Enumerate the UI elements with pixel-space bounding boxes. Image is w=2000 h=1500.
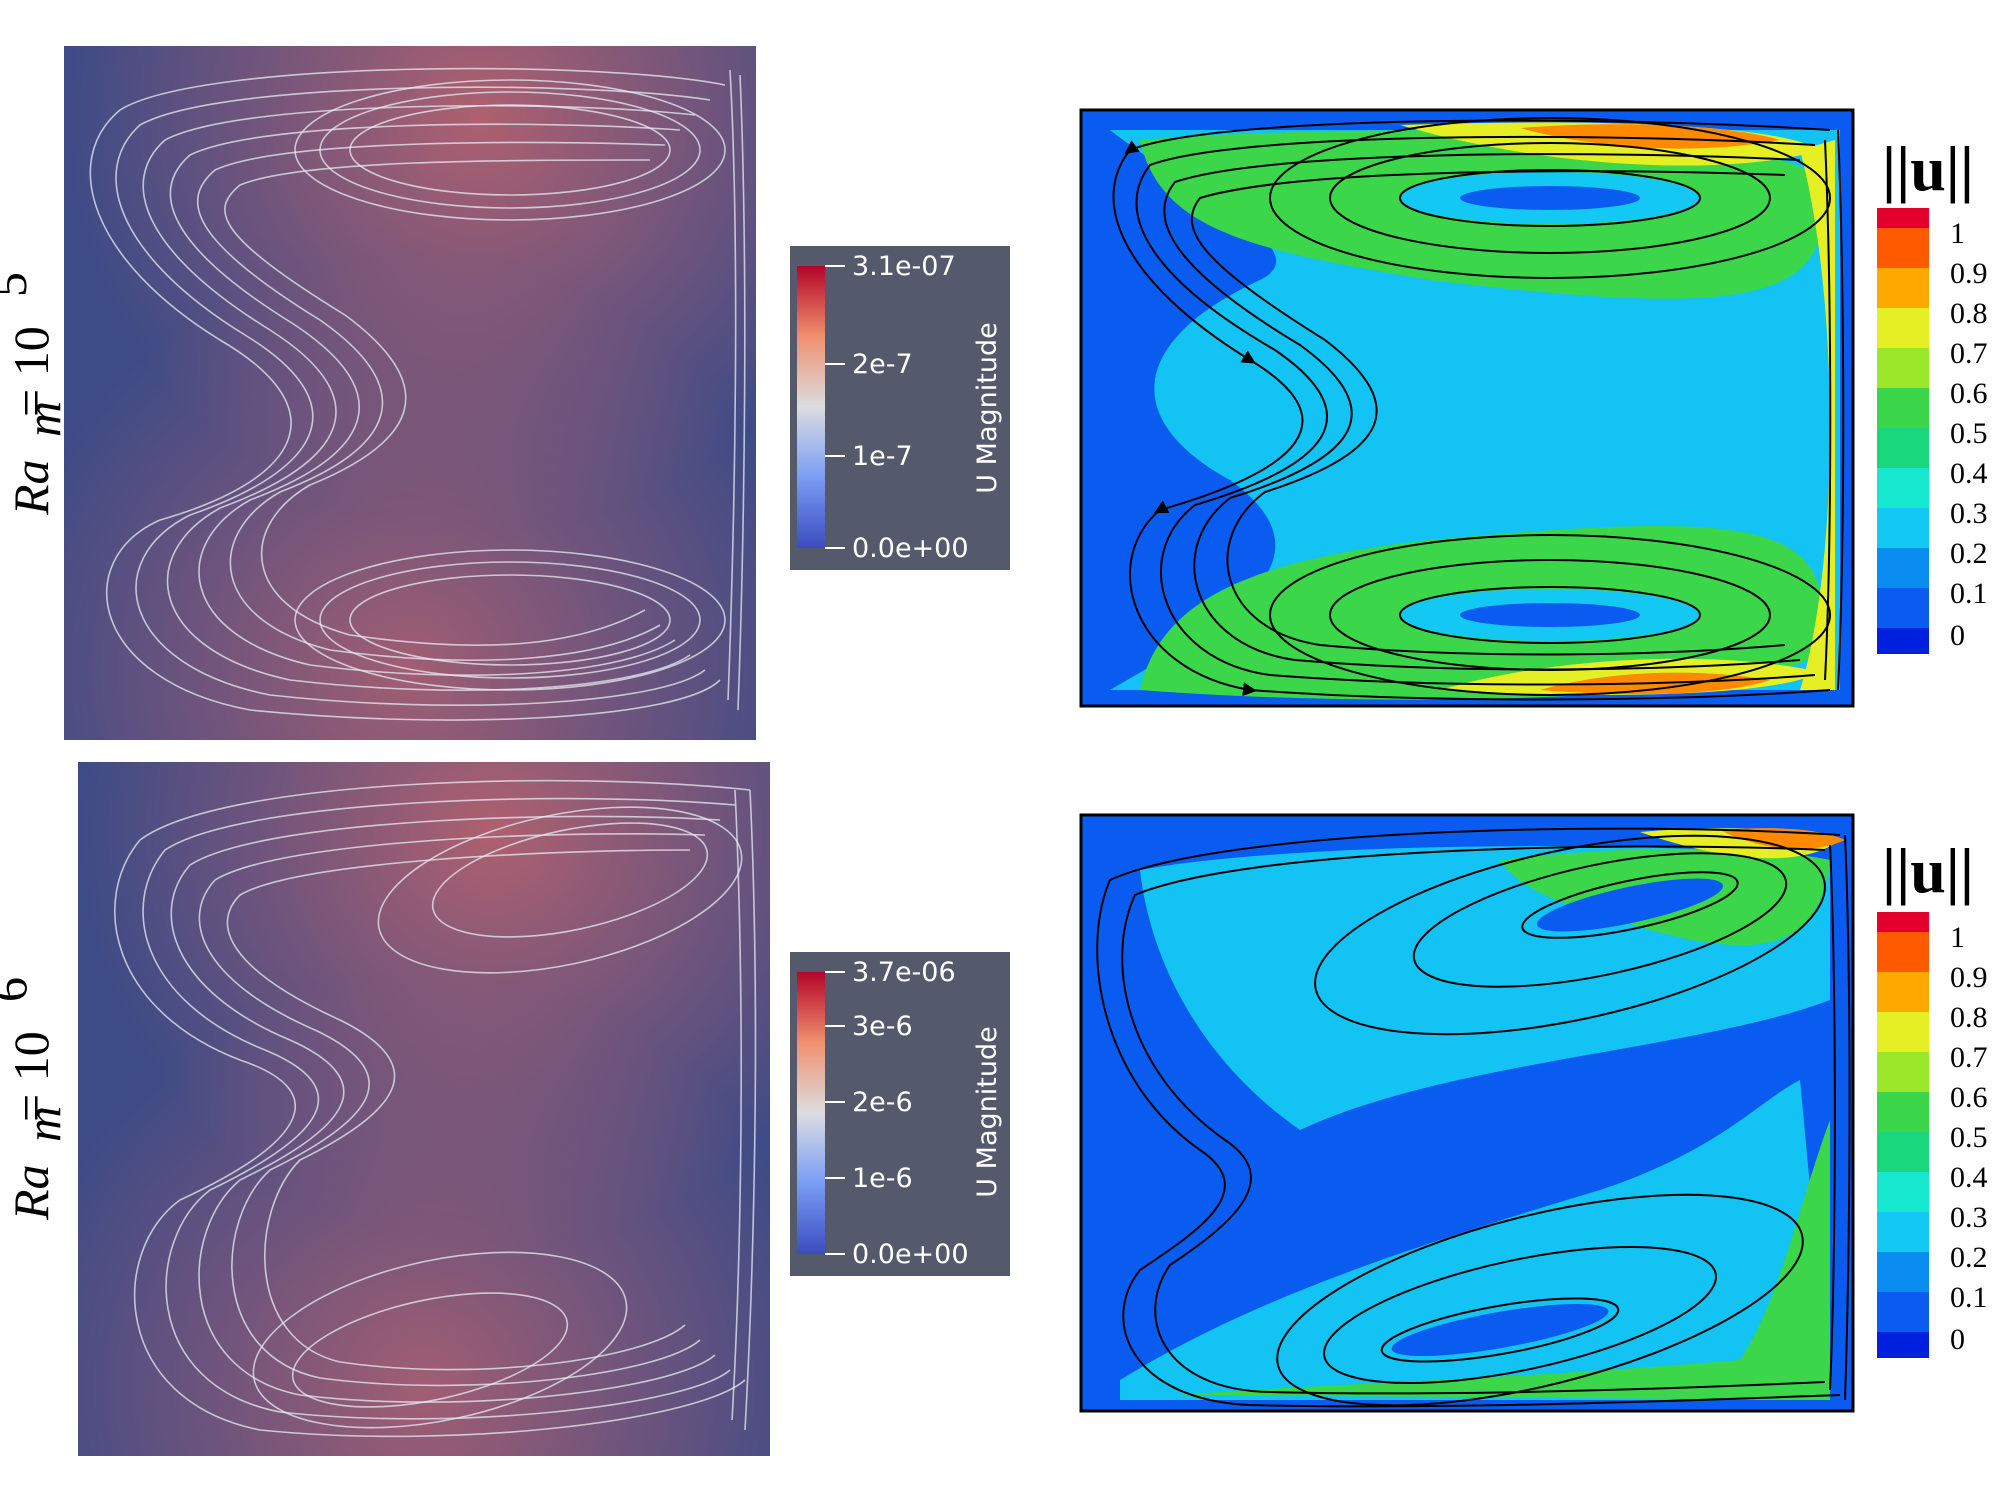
colorbar-tick: 0.9 [1950,961,1988,994]
colorbar-tick: 0.5 [1950,1121,1988,1154]
label-equals: = 10 [3,326,59,417]
legend-paraview-ra1e5: 3.1e-07 2e-7 1e-7 0.0e+00 U Magnitude [790,246,1010,570]
legend-tick: 1e-7 [852,441,913,472]
colorbar-tick: 0.8 [1950,297,1988,330]
colorbar-tick: 0.5 [1950,417,1988,450]
colorbar-tick: 0.6 [1950,377,1988,410]
colorbar-tick: 0.8 [1950,1001,1988,1034]
streamlines-dark [1112,117,1845,701]
legend-contour-ra1e5: ||u|| 1 0.9 0.8 0.7 0.6 0.5 0.4 0.3 0.2 … [1877,133,1988,654]
row-label-ra1e6: Ra m = 10 6 [0,977,71,1221]
colorbar-tick: 0.1 [1950,577,1988,610]
colorbar-tick: 0.3 [1950,497,1988,530]
legend-tick: 3e-6 [852,1011,913,1042]
legend-paraview-ra1e6: 3.7e-06 3e-6 2e-6 1e-6 0.0e+00 U Magnitu… [790,952,1010,1276]
colorbar-tick: 0 [1950,1323,1965,1356]
colorbar-tick: 0.2 [1950,537,1988,570]
row-label-ra1e5: Ra m = 10 5 [0,272,71,516]
colorbar-tick: 0.9 [1950,257,1988,290]
panel-contour-ra1e5 [1079,108,1855,708]
panel-paraview-ra1e6 [78,762,770,1456]
label-subscript: m [15,1106,71,1142]
legend-tick: 3.1e-07 [852,251,956,282]
streamlines-dark [1096,827,1851,1408]
legend-title: U Magnitude [972,1026,1003,1197]
legend-tick: 0.0e+00 [852,533,969,564]
colorbar-tick: 0.4 [1950,457,1988,490]
colorbar-u-magnitude [797,972,825,1254]
legend-title: U Magnitude [972,322,1003,493]
label-equals: = 10 [3,1031,59,1122]
colorbar-tick: 0.4 [1950,1161,1988,1194]
legend-tick: 3.7e-06 [852,957,956,988]
legend-tick: 0.0e+00 [852,1239,969,1270]
contour-fill [1110,122,1840,700]
colorbar-tick: 1 [1950,217,1965,250]
colorbar-u-magnitude [797,266,825,548]
colorbar-tick: 0 [1950,619,1965,652]
streamlines-light [89,67,746,721]
colorbar-tick: 0.7 [1950,337,1988,370]
panel-contour-ra1e6 [1079,813,1855,1413]
legend-contour-ra1e6: ||u|| 1 0.9 0.8 0.7 0.6 0.5 0.4 0.3 0.2 … [1877,835,1988,1358]
panel-paraview-ra1e5 [64,46,756,740]
label-exponent: 5 [0,272,37,297]
legend-tick: 2e-7 [852,349,913,380]
streamlines-light [114,779,757,1438]
colorbar-tick: 0.7 [1950,1041,1988,1074]
colorbar-tick: 0.1 [1950,1281,1988,1314]
label-subscript: m [15,401,71,437]
colorbar-tick: 0.6 [1950,1081,1988,1114]
colorbar-title: ||u|| [1882,835,1974,906]
legend-tick: 1e-6 [852,1163,913,1194]
label-ra: Ra [3,1164,59,1221]
label-exponent: 6 [0,977,37,1002]
label-ra: Ra [3,459,59,516]
legend-tick: 2e-6 [852,1087,913,1118]
colorbar-tick: 1 [1950,921,1965,954]
colorbar-tick: 0.2 [1950,1241,1988,1274]
colorbar-tick: 0.3 [1950,1201,1988,1234]
colorbar-title: ||u|| [1882,133,1974,204]
